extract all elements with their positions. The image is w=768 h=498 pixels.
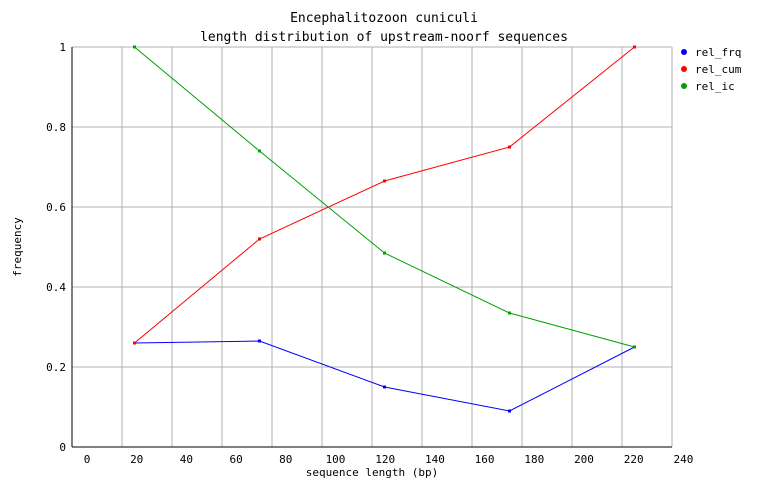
data-point-rel_ic bbox=[258, 149, 261, 153]
y-tick-label: 0.4 bbox=[46, 281, 66, 294]
legend-marker-rel_ic bbox=[681, 83, 687, 89]
x-tick-label: 120 bbox=[375, 453, 395, 466]
x-axis-label: sequence length (bp) bbox=[306, 466, 438, 479]
data-point-rel_cum bbox=[133, 341, 136, 345]
legend-marker-rel_cum bbox=[681, 66, 687, 72]
data-point-rel_frq bbox=[258, 339, 261, 343]
x-tick-label: 80 bbox=[279, 453, 292, 466]
x-tick-label: 100 bbox=[326, 453, 346, 466]
x-tick-label: 40 bbox=[180, 453, 193, 466]
y-tick-label: 0 bbox=[59, 441, 66, 454]
data-point-rel_cum bbox=[633, 45, 636, 49]
y-tick-label: 0.2 bbox=[46, 361, 66, 374]
x-tick-label: 220 bbox=[624, 453, 644, 466]
series-lines bbox=[133, 45, 636, 413]
x-tick-label: 140 bbox=[425, 453, 445, 466]
data-point-rel_ic bbox=[133, 45, 136, 49]
data-point-rel_cum bbox=[383, 179, 386, 183]
legend-marker-rel_frq bbox=[681, 49, 687, 55]
x-tick-label: 180 bbox=[524, 453, 544, 466]
x-tick-label: 0 bbox=[84, 453, 91, 466]
tick-labels: 0 20 40 60 80 100 120 140 160 180 200 220 240 0 0.2 0.4… bbox=[46, 41, 693, 466]
x-tick-label: 20 bbox=[130, 453, 143, 466]
legend-label: rel_ic bbox=[695, 80, 735, 93]
series-line-rel_ic bbox=[134, 46, 635, 348]
x-tick-label: 240 bbox=[673, 453, 693, 466]
x-tick-label: 160 bbox=[475, 453, 495, 466]
x-tick-label: 200 bbox=[574, 453, 594, 466]
data-point-rel_ic bbox=[508, 311, 511, 315]
y-tick-label: 1 bbox=[59, 41, 66, 54]
y-tick-label: 0.8 bbox=[46, 121, 66, 134]
legend-label: rel_cum bbox=[695, 63, 742, 76]
series-line-rel_cum bbox=[134, 46, 635, 344]
data-point-rel_frq bbox=[383, 385, 386, 389]
legend: rel_frq rel_cum rel_ic bbox=[681, 46, 742, 93]
data-point-rel_ic bbox=[633, 345, 636, 349]
chart-title: Encephalitozoon cuniculi bbox=[290, 11, 478, 26]
data-point-rel_cum bbox=[258, 237, 261, 241]
grid bbox=[71, 46, 673, 448]
chart-subtitle: length distribution of upstream-noorf se… bbox=[200, 30, 568, 45]
data-point-rel_cum bbox=[508, 145, 511, 149]
data-point-rel_frq bbox=[508, 409, 511, 413]
data-point-rel_ic bbox=[383, 251, 386, 255]
y-tick-label: 0.6 bbox=[46, 201, 66, 214]
y-axis-label: frequency bbox=[11, 217, 24, 277]
legend-label: rel_frq bbox=[695, 46, 741, 59]
series-line-rel_frq bbox=[134, 340, 635, 412]
x-tick-label: 60 bbox=[229, 453, 242, 466]
